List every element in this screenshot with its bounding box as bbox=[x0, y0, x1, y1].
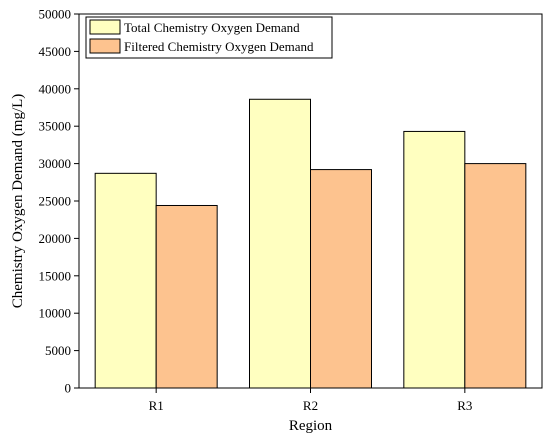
legend-label-filtered-cod: Filtered Chemistry Oxygen Demand bbox=[124, 39, 314, 54]
y-tick-label: 0 bbox=[65, 381, 72, 396]
legend-box bbox=[85, 16, 333, 59]
bars-layer bbox=[94, 98, 527, 389]
y-tick-label: 45000 bbox=[39, 44, 72, 59]
x-tick-label: R2 bbox=[303, 398, 318, 413]
x-axis-title: Region bbox=[289, 418, 333, 434]
bar-filtered-r2 bbox=[310, 169, 372, 389]
bar-filtered-r3 bbox=[464, 163, 527, 389]
bar-total-r3 bbox=[403, 130, 466, 389]
legend-label-total-cod: Total Chemistry Oxygen Demand bbox=[124, 20, 300, 35]
x-axis-ticks: R1 R2 R3 bbox=[149, 388, 472, 413]
legend-swatch-total-cod bbox=[89, 19, 121, 35]
y-tick-label: 30000 bbox=[39, 156, 72, 171]
y-tick-label: 25000 bbox=[39, 194, 72, 209]
y-tick-label: 5000 bbox=[45, 343, 71, 358]
y-tick-label: 10000 bbox=[39, 306, 72, 321]
y-axis-ticks: 0 5000 10000 15000 20000 25000 30000 35000 40000… bbox=[39, 7, 79, 396]
y-tick-label: 15000 bbox=[39, 268, 72, 283]
bar-total-r2 bbox=[249, 98, 311, 389]
y-tick-label: 50000 bbox=[39, 7, 72, 22]
bar-filtered-r1 bbox=[155, 204, 218, 389]
x-tick-label: R3 bbox=[457, 398, 472, 413]
x-tick-label: R1 bbox=[149, 398, 164, 413]
bar-total-r1 bbox=[94, 172, 157, 389]
legend: Total Chemistry Oxygen Demand Filtered C… bbox=[85, 16, 333, 59]
y-tick-label: 40000 bbox=[39, 81, 72, 96]
y-tick-label: 35000 bbox=[39, 119, 72, 134]
legend-swatch-filtered-cod bbox=[89, 38, 121, 54]
y-tick-label: 20000 bbox=[39, 231, 72, 246]
y-axis-title: Chemistry Oxygen Demand (mg/L) bbox=[10, 94, 26, 309]
